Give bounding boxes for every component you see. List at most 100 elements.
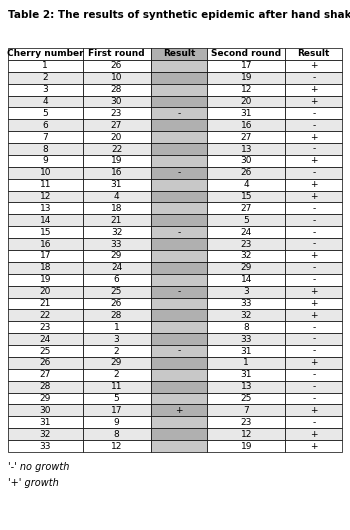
Bar — [150, 428, 207, 440]
Bar — [286, 131, 342, 143]
Text: 10: 10 — [111, 73, 122, 82]
Bar — [83, 95, 150, 108]
Text: 25: 25 — [111, 287, 122, 296]
Text: 27: 27 — [40, 370, 51, 379]
Text: 31: 31 — [40, 418, 51, 427]
Text: 23: 23 — [40, 323, 51, 332]
Bar — [150, 417, 207, 428]
Text: 2: 2 — [42, 73, 48, 82]
Bar — [150, 297, 207, 310]
Bar — [83, 310, 150, 321]
Text: 6: 6 — [42, 121, 48, 130]
Text: 33: 33 — [40, 441, 51, 450]
Bar — [8, 428, 83, 440]
Text: 15: 15 — [40, 228, 51, 237]
Bar — [8, 119, 83, 131]
Text: 31: 31 — [240, 370, 252, 379]
Text: +: + — [310, 192, 317, 201]
Bar — [207, 108, 286, 119]
Text: -: - — [312, 418, 315, 427]
Bar — [83, 262, 150, 274]
Bar — [83, 345, 150, 357]
Text: 5: 5 — [243, 216, 249, 225]
Text: 12: 12 — [40, 192, 51, 201]
Text: 19: 19 — [40, 275, 51, 284]
Text: 11: 11 — [40, 180, 51, 189]
Text: 22: 22 — [40, 311, 51, 320]
Bar — [8, 167, 83, 179]
Text: 24: 24 — [241, 228, 252, 237]
Text: 4: 4 — [42, 97, 48, 106]
Bar — [286, 333, 342, 345]
Bar — [286, 226, 342, 238]
Text: -: - — [312, 121, 315, 130]
Text: 16: 16 — [111, 168, 122, 177]
Text: -: - — [312, 394, 315, 403]
Text: 3: 3 — [114, 334, 119, 343]
Bar — [83, 214, 150, 226]
Bar — [83, 119, 150, 131]
Text: 9: 9 — [42, 156, 48, 165]
Text: 30: 30 — [240, 156, 252, 165]
Bar — [150, 131, 207, 143]
Bar — [207, 393, 286, 404]
Bar — [150, 369, 207, 381]
Text: 1: 1 — [42, 61, 48, 70]
Text: +: + — [310, 61, 317, 70]
Bar — [150, 345, 207, 357]
Bar — [286, 250, 342, 262]
Bar — [8, 274, 83, 286]
Bar — [207, 262, 286, 274]
Text: 15: 15 — [240, 192, 252, 201]
Text: Result: Result — [298, 49, 330, 58]
Text: 27: 27 — [240, 132, 252, 142]
Bar — [150, 143, 207, 155]
Bar — [8, 393, 83, 404]
Bar — [286, 369, 342, 381]
Text: -: - — [312, 145, 315, 154]
Bar — [286, 381, 342, 393]
Text: -: - — [312, 109, 315, 118]
Bar — [8, 179, 83, 191]
Text: 7: 7 — [42, 132, 48, 142]
Text: Cherry number: Cherry number — [7, 49, 84, 58]
Bar — [8, 202, 83, 214]
Bar — [286, 428, 342, 440]
Bar — [286, 84, 342, 95]
Text: 20: 20 — [111, 132, 122, 142]
Text: 26: 26 — [240, 168, 252, 177]
Bar — [83, 250, 150, 262]
Text: 14: 14 — [240, 275, 252, 284]
Text: +: + — [310, 287, 317, 296]
Bar — [8, 417, 83, 428]
Text: -: - — [312, 216, 315, 225]
Bar — [207, 72, 286, 84]
Text: 14: 14 — [40, 216, 51, 225]
Bar — [286, 179, 342, 191]
Bar — [150, 48, 207, 60]
Bar — [286, 119, 342, 131]
Bar — [286, 48, 342, 60]
Text: +: + — [310, 441, 317, 450]
Bar — [286, 214, 342, 226]
Text: 24: 24 — [111, 263, 122, 272]
Bar — [207, 48, 286, 60]
Bar — [150, 238, 207, 250]
Bar — [8, 48, 83, 60]
Text: +: + — [310, 251, 317, 260]
Bar — [8, 60, 83, 72]
Text: 23: 23 — [240, 240, 252, 249]
Bar — [150, 333, 207, 345]
Bar — [207, 417, 286, 428]
Bar — [8, 369, 83, 381]
Bar — [150, 84, 207, 95]
Text: 8: 8 — [114, 430, 119, 439]
Text: 18: 18 — [111, 204, 122, 213]
Bar — [83, 369, 150, 381]
Text: 28: 28 — [111, 85, 122, 94]
Bar — [207, 238, 286, 250]
Text: 33: 33 — [111, 240, 122, 249]
Text: 17: 17 — [111, 406, 122, 415]
Bar — [207, 297, 286, 310]
Text: 31: 31 — [111, 180, 122, 189]
